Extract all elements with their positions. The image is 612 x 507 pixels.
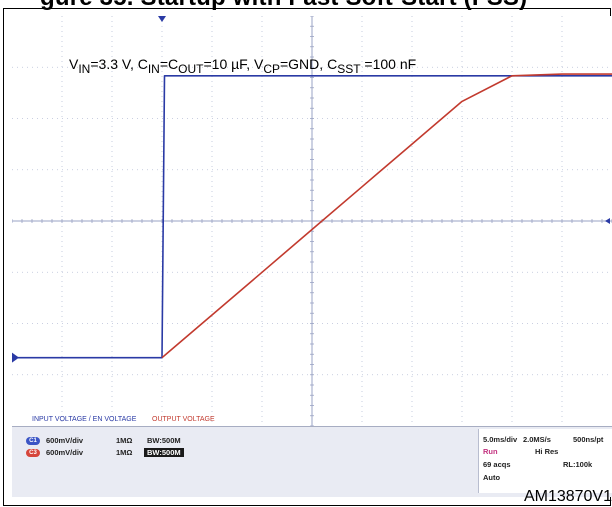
channel-impedance: 1MΩ xyxy=(116,448,133,457)
acq-mode: Hi Res xyxy=(535,447,559,456)
channel-chip-c1: C1 xyxy=(26,436,40,445)
channel-bandwidth: BW:500M xyxy=(147,436,181,445)
legend-output-voltage: OUTPUT VOLTAGE xyxy=(152,416,215,423)
channel-row-c3[interactable]: C3 600mV/div 1MΩ BW:500M xyxy=(26,447,184,458)
channel-scale: 600mV/div xyxy=(46,436,84,445)
run-state: Run xyxy=(483,447,498,456)
sample-rate: 2.0MS/s xyxy=(523,435,551,444)
oscilloscope-screen: VIN=3.3 V, CIN=COUT=10 µF, VCP=GND, CSST… xyxy=(12,16,612,426)
channel-scale: 600mV/div xyxy=(46,448,84,457)
trigger-marker xyxy=(158,16,166,22)
scope-grid xyxy=(12,16,612,426)
channel-impedance: 1MΩ xyxy=(116,436,133,445)
channel-row-c1[interactable]: C1 600mV/div 1MΩ BW:500M xyxy=(26,435,184,446)
channel-bandwidth: BW:500M xyxy=(144,448,184,457)
marker-layer xyxy=(12,16,610,363)
vin-value: 3.3 V xyxy=(98,56,130,72)
record-length: RL:100k xyxy=(563,460,593,469)
pt-rate: 500ns/pt xyxy=(573,435,604,444)
legend-input-voltage: INPUT VOLTAGE / EN VOLTAGE xyxy=(32,416,137,423)
scope-status-panel: C1 600mV/div 1MΩ BW:500M C3 600mV/div 1M… xyxy=(12,426,612,497)
csst-value: 100 nF xyxy=(372,56,417,72)
figure-title: gure 35. Startup with Fast Soft-Start (F… xyxy=(40,0,527,12)
acq-count: 69 acqs xyxy=(483,460,511,469)
figure-id: AM13870V1 xyxy=(523,488,612,505)
test-conditions: VIN=3.3 V, CIN=COUT=10 µF, VCP=GND, CSST… xyxy=(69,56,417,76)
scope-plot xyxy=(12,16,612,426)
trigger-level-marker xyxy=(605,218,610,224)
trigger-mode: Auto xyxy=(483,473,501,482)
vcp-value: GND xyxy=(288,56,320,72)
input-voltage-trace xyxy=(12,74,612,359)
acquisition-info[interactable]: 5.0ms/div 2.0MS/s 500ns/pt Run Hi Res 69… xyxy=(478,429,612,493)
trace-layer xyxy=(12,73,612,359)
cin-cout-value: 10 µF xyxy=(211,56,247,72)
ground-marker xyxy=(12,352,19,363)
timebase: 5.0ms/div xyxy=(483,435,518,444)
channel-chip-c3: C3 xyxy=(26,448,40,457)
output-voltage-trace xyxy=(161,73,612,359)
